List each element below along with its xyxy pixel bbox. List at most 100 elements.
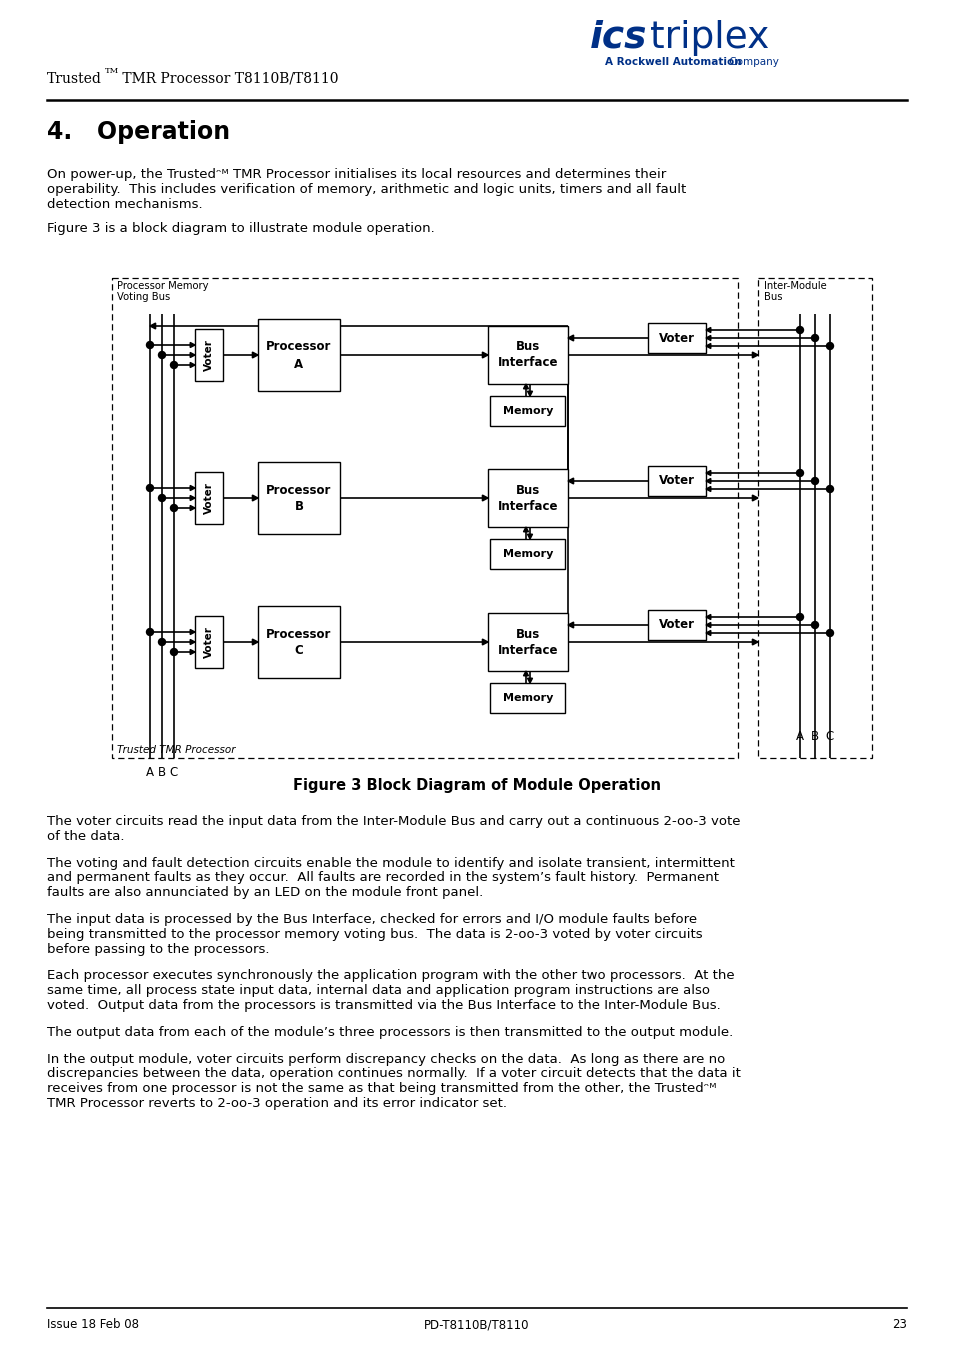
- Bar: [647, 323, 705, 353]
- Polygon shape: [705, 631, 710, 635]
- Bar: [490, 396, 565, 426]
- Circle shape: [825, 485, 833, 493]
- Text: C: C: [825, 730, 833, 743]
- Polygon shape: [705, 343, 710, 349]
- Polygon shape: [253, 639, 257, 644]
- Text: The voter circuits read the input data from the Inter-Module Bus and carry out a: The voter circuits read the input data f…: [47, 815, 740, 828]
- Bar: [194, 616, 223, 667]
- Text: operability.  This includes verification of memory, arithmetic and logic units, : operability. This includes verification …: [47, 182, 685, 196]
- Text: Memory: Memory: [502, 693, 553, 703]
- Polygon shape: [190, 353, 194, 358]
- Text: Memory: Memory: [502, 549, 553, 559]
- Bar: [257, 319, 339, 390]
- Bar: [490, 684, 565, 713]
- Circle shape: [811, 621, 818, 628]
- Text: Memory: Memory: [502, 407, 553, 416]
- Circle shape: [158, 351, 165, 358]
- Polygon shape: [567, 621, 573, 628]
- Polygon shape: [190, 505, 194, 511]
- Polygon shape: [190, 485, 194, 490]
- Polygon shape: [705, 478, 710, 484]
- Text: before passing to the processors.: before passing to the processors.: [47, 943, 269, 955]
- Text: A: A: [146, 766, 153, 780]
- Circle shape: [825, 343, 833, 350]
- Text: Each processor executes synchronously the application program with the other two: Each processor executes synchronously th…: [47, 970, 734, 982]
- Bar: [490, 539, 565, 569]
- Text: A Rockwell Automation: A Rockwell Automation: [604, 57, 740, 68]
- Text: In the output module, voter circuits perform discrepancy checks on the data.  As: In the output module, voter circuits per…: [47, 1052, 724, 1066]
- Polygon shape: [705, 327, 710, 332]
- Text: B: B: [158, 766, 166, 780]
- Text: The output data from each of the module’s three processors is then transmitted t: The output data from each of the module’…: [47, 1025, 733, 1039]
- Text: TM: TM: [105, 68, 119, 76]
- Text: Inter-Module: Inter-Module: [763, 281, 826, 290]
- Text: Bus: Bus: [763, 292, 781, 303]
- Polygon shape: [527, 534, 532, 539]
- Bar: [758, 278, 871, 758]
- Bar: [194, 330, 223, 381]
- Text: Company: Company: [725, 57, 778, 68]
- Text: Figure 3 is a block diagram to illustrate module operation.: Figure 3 is a block diagram to illustrat…: [47, 223, 435, 235]
- Text: ics: ics: [589, 20, 647, 55]
- Text: Bus: Bus: [516, 627, 539, 640]
- Text: Voter: Voter: [659, 619, 695, 631]
- Text: PD-T8110B/T8110: PD-T8110B/T8110: [424, 1319, 529, 1331]
- Polygon shape: [190, 362, 194, 367]
- Polygon shape: [523, 384, 528, 389]
- Bar: [488, 326, 567, 384]
- Text: detection mechanisms.: detection mechanisms.: [47, 197, 202, 211]
- Polygon shape: [705, 615, 710, 620]
- Polygon shape: [253, 353, 257, 358]
- Polygon shape: [482, 639, 488, 644]
- Bar: [194, 471, 223, 524]
- Bar: [112, 278, 738, 758]
- Polygon shape: [190, 650, 194, 654]
- Polygon shape: [752, 494, 758, 501]
- Text: Voter: Voter: [204, 482, 213, 513]
- Circle shape: [147, 628, 153, 635]
- Text: C: C: [294, 644, 303, 658]
- Circle shape: [158, 494, 165, 501]
- Text: C: C: [170, 766, 178, 780]
- Text: Interface: Interface: [497, 643, 558, 657]
- Polygon shape: [705, 335, 710, 340]
- Text: Figure 3 Block Diagram of Module Operation: Figure 3 Block Diagram of Module Operati…: [293, 778, 660, 793]
- Bar: [257, 607, 339, 678]
- Bar: [488, 469, 567, 527]
- Text: and permanent faults as they occur.  All faults are recorded in the system’s fau: and permanent faults as they occur. All …: [47, 871, 719, 885]
- Polygon shape: [190, 639, 194, 644]
- Text: being transmitted to the processor memory voting bus.  The data is 2-oo-3 voted : being transmitted to the processor memor…: [47, 928, 702, 940]
- Text: Processor: Processor: [266, 340, 332, 354]
- Text: A: A: [795, 730, 803, 743]
- Circle shape: [147, 342, 153, 349]
- Circle shape: [171, 362, 177, 369]
- Polygon shape: [190, 630, 194, 635]
- Text: Trusted TMR Processor: Trusted TMR Processor: [117, 744, 235, 755]
- Text: same time, all process state input data, internal data and application program i: same time, all process state input data,…: [47, 984, 709, 997]
- Text: A: A: [294, 358, 303, 370]
- Text: Processor Memory: Processor Memory: [117, 281, 209, 290]
- Polygon shape: [523, 671, 528, 676]
- Polygon shape: [705, 623, 710, 627]
- Polygon shape: [567, 478, 573, 484]
- Text: of the data.: of the data.: [47, 830, 125, 843]
- Text: B: B: [810, 730, 819, 743]
- Text: Voter: Voter: [204, 626, 213, 658]
- Text: Bus: Bus: [516, 340, 539, 354]
- Text: Processor: Processor: [266, 484, 332, 497]
- Text: The input data is processed by the Bus Interface, checked for errors and I/O mod: The input data is processed by the Bus I…: [47, 913, 697, 925]
- Text: voted.  Output data from the processors is transmitted via the Bus Interface to : voted. Output data from the processors i…: [47, 998, 720, 1012]
- Circle shape: [825, 630, 833, 636]
- Text: Voter: Voter: [204, 339, 213, 372]
- Text: triplex: triplex: [649, 20, 768, 55]
- Polygon shape: [523, 527, 528, 532]
- Circle shape: [796, 613, 802, 620]
- Text: Issue 18 Feb 08: Issue 18 Feb 08: [47, 1319, 139, 1331]
- Text: 4.   Operation: 4. Operation: [47, 120, 230, 145]
- Text: Voter: Voter: [659, 474, 695, 488]
- Text: receives from one processor is not the same as that being transmitted from the o: receives from one processor is not the s…: [47, 1082, 716, 1096]
- Polygon shape: [482, 353, 488, 358]
- Polygon shape: [705, 470, 710, 476]
- Text: 23: 23: [891, 1319, 906, 1331]
- Text: TMR Processor T8110B/T8110: TMR Processor T8110B/T8110: [118, 72, 338, 86]
